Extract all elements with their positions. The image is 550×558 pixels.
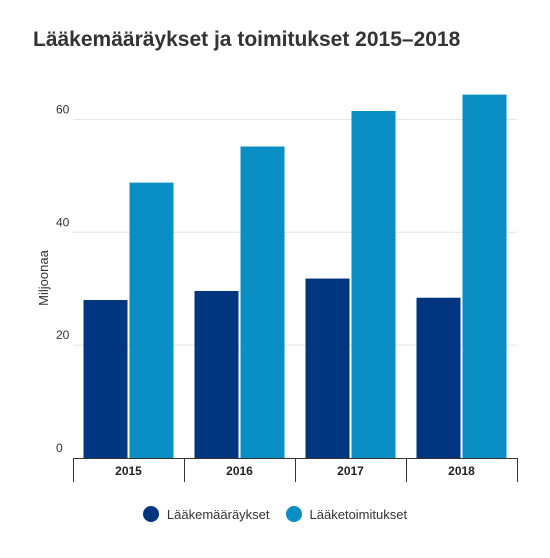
- chart-title: Lääkemääräykset ja toimitukset 2015–2018: [33, 28, 461, 51]
- x-axis: 2015 2016 2017 2018: [73, 458, 518, 482]
- bar-laakemaaraykset-2018[interactable]: [416, 297, 461, 458]
- bar-laakemaaraykset-2015[interactable]: [83, 300, 128, 458]
- y-tick-label-60: 60: [56, 102, 70, 116]
- y-tick-label-20: 20: [56, 328, 70, 342]
- x-tick-label-2017: 2017: [337, 464, 364, 478]
- y-tick-label-40: 40: [56, 215, 70, 229]
- x-tick-label-2016: 2016: [226, 464, 253, 478]
- bar-laakemaaraykset-2016[interactable]: [194, 290, 239, 458]
- legend-label-laaketoimitukset: Lääketoimitukset: [309, 506, 408, 522]
- y-tick-label-0: 0: [56, 441, 63, 455]
- bar-laakemaaraykset-2017[interactable]: [305, 278, 350, 458]
- bar-laaketoimitukset-2017[interactable]: [351, 110, 396, 458]
- legend-item-laakemaaraykset[interactable]: Lääkemääräykset: [142, 506, 270, 522]
- y-axis-title: Miljoonaa: [36, 249, 51, 305]
- legend-swatch-laakemaaraykset: [142, 506, 159, 522]
- bars: [83, 94, 507, 458]
- legend-swatch-laaketoimitukset: [285, 506, 302, 522]
- legend: Lääkemääräykset Lääketoimitukset: [0, 506, 550, 522]
- bar-laaketoimitukset-2015[interactable]: [129, 182, 174, 458]
- x-tick-label-2018: 2018: [448, 464, 475, 478]
- legend-item-laaketoimitukset[interactable]: Lääketoimitukset: [285, 506, 408, 522]
- bar-laaketoimitukset-2018[interactable]: [462, 94, 507, 458]
- legend-label-laakemaaraykset: Lääkemääräykset: [166, 506, 270, 522]
- bar-laaketoimitukset-2016[interactable]: [240, 146, 285, 458]
- x-tick-label-2015: 2015: [115, 464, 142, 478]
